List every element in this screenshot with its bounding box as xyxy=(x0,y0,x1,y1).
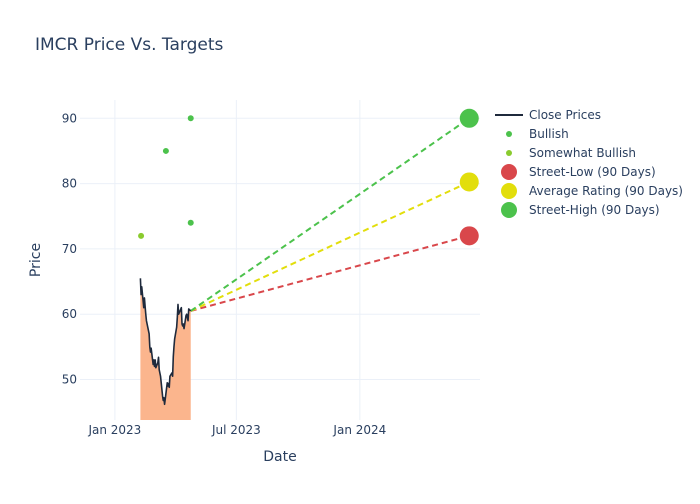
legend-label: Close Prices xyxy=(529,108,601,122)
axis-ticks: 50 60 70 80 90 Jan 2023 Jul 2023 Jan 2024 xyxy=(62,111,387,437)
close-price-line xyxy=(139,278,192,406)
legend-swatch-dot xyxy=(506,150,512,156)
chart-title: IMCR Price Vs. Targets xyxy=(35,35,224,55)
legend-item: Street-Low (90 Days) xyxy=(501,164,656,180)
target-marker xyxy=(459,172,479,192)
y-tick-label: 80 xyxy=(62,177,77,191)
y-axis-label: Price xyxy=(28,243,44,277)
legend-swatch-marker xyxy=(501,202,517,218)
legend-label: Bullish xyxy=(529,127,569,141)
target-marker xyxy=(459,108,479,128)
plot-area xyxy=(138,108,479,420)
legend-label: Average Rating (90 Days) xyxy=(529,184,683,198)
rating-point xyxy=(187,115,194,122)
x-axis-label: Date xyxy=(263,449,296,465)
legend-item: Street-High (90 Days) xyxy=(501,202,660,218)
target-marker xyxy=(459,226,479,246)
rating-point xyxy=(162,147,169,154)
projection-line xyxy=(190,234,470,312)
legend-label: Somewhat Bullish xyxy=(529,146,636,160)
x-tick-label: Jul 2023 xyxy=(211,423,261,437)
y-tick-label: 90 xyxy=(62,111,77,125)
y-tick-label: 50 xyxy=(62,373,77,387)
legend: Close Prices Bullish Somewhat Bullish Stree… xyxy=(495,108,683,218)
legend-swatch-marker xyxy=(501,183,517,199)
legend-label: Street-Low (90 Days) xyxy=(529,165,656,179)
legend-label: Street-High (90 Days) xyxy=(529,203,660,217)
rating-point xyxy=(187,219,194,226)
projection-line xyxy=(190,181,470,312)
rating-point xyxy=(138,232,145,239)
x-tick-label: Jan 2024 xyxy=(332,423,386,437)
legend-swatch-marker xyxy=(501,164,517,180)
legend-item: Bullish xyxy=(506,127,569,141)
gridlines xyxy=(80,100,480,420)
legend-item: Average Rating (90 Days) xyxy=(501,183,683,199)
y-tick-label: 60 xyxy=(62,307,77,321)
x-tick-label: Jan 2023 xyxy=(87,423,141,437)
legend-item: Close Prices xyxy=(495,108,601,122)
legend-item: Somewhat Bullish xyxy=(506,146,636,160)
projection-line xyxy=(190,117,470,312)
legend-swatch-dot xyxy=(506,131,512,137)
y-tick-label: 70 xyxy=(62,242,77,256)
